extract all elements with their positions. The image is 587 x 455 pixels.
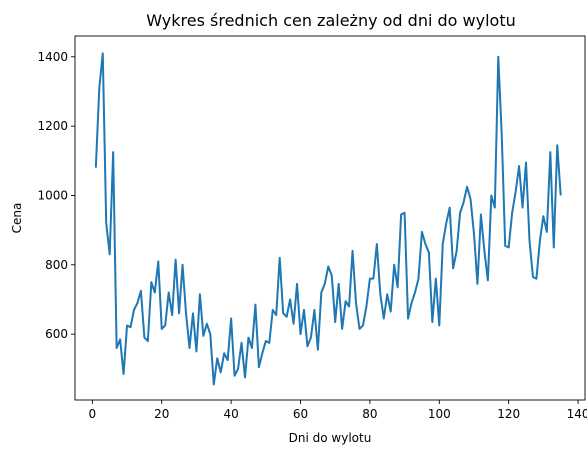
x-tick-label: 20 [154, 407, 169, 421]
y-axis-label: Cena [10, 203, 24, 234]
x-tick-label: 80 [362, 407, 377, 421]
y-tick-label: 1400 [37, 50, 68, 64]
x-tick-label: 0 [89, 407, 97, 421]
chart-title: Wykres średnich cen zależny od dni do wy… [146, 11, 515, 30]
plot-frame [74, 35, 586, 401]
x-tick-label: 120 [497, 407, 520, 421]
x-tick-label: 60 [293, 407, 308, 421]
series-line [94, 52, 562, 386]
x-tick-label: 100 [428, 407, 451, 421]
x-tick-label: 40 [223, 407, 238, 421]
y-tick-label: 1200 [37, 119, 68, 133]
x-tick-label: 140 [567, 407, 587, 421]
y-axis: 600 800 1000 1200 1400 [37, 50, 75, 341]
y-tick-label: 600 [45, 327, 68, 341]
x-axis-label: Dni do wylotu [289, 431, 372, 445]
y-tick-label: 800 [45, 258, 68, 272]
y-tick-label: 1000 [37, 188, 68, 202]
x-axis: 0 20 40 60 80 100 120 140 [89, 400, 587, 421]
